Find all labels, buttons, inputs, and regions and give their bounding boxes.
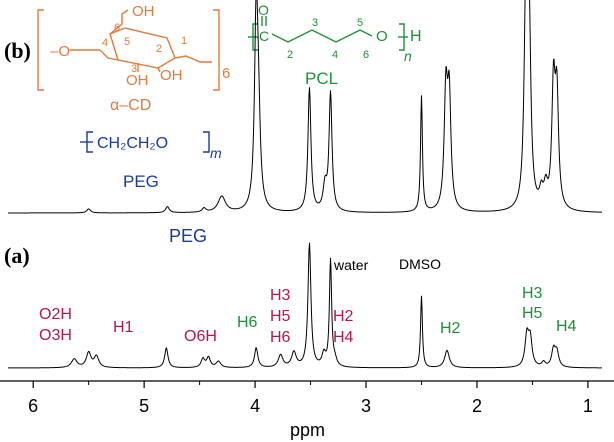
cd-oh-left: OH [126,72,149,89]
pcl-carbonyl-bond [261,16,267,26]
cd-subscript: 6 [222,65,230,82]
cd-atom-5: 5 [124,36,130,48]
spectrum-b-line [8,0,603,214]
annotation-h5-pcl: H5 [522,305,543,322]
annotation-h4-cd: H4 [333,329,354,346]
cd-name: α–CD [110,97,151,114]
panel-label-b: (b) [4,38,31,63]
x-tick-label: 1 [583,396,593,416]
pcl-subscript: n [404,48,412,64]
pcl-atom-6: 6 [363,49,369,61]
peg-structure [80,131,210,153]
cd-atom-1: 1 [181,35,187,47]
annotation-h5-cd: H5 [270,308,291,325]
pcl-carbonyl-o: O [258,2,269,18]
pcl-carbonyl-c: C [259,28,269,44]
cd-c6-bond [109,9,129,35]
cd-left-bracket [37,9,44,91]
panel-label-a: (a) [4,243,30,268]
peg-formula: CH₂CH₂O [97,135,168,152]
x-tick-label: 6 [28,396,38,416]
annotation-h2-cd: H2 [333,308,354,325]
pcl-chain [271,29,373,43]
cd-c1-bond [174,55,212,63]
pcl-chain-o: O [376,28,388,45]
cd-oh2-bond [157,67,161,73]
pcl-text: O C O H n 2 3 4 5 6 PCL [258,2,422,88]
annotation-o6h: O6H [184,328,217,345]
peg-subscript: m [210,145,222,161]
cd-right-bracket [213,9,220,91]
cd-o4-bond [99,49,119,61]
pcl-end-h: H [410,28,422,45]
x-axis-title: ppm [290,420,325,440]
peg-name: PEG [123,172,159,191]
pcl-name: PCL [305,69,338,88]
pcl-atom-4: 4 [332,49,338,61]
cd-ring [109,27,176,69]
annotation-h3-cd: H3 [270,287,291,304]
annotation-o2h: O2H [39,306,72,323]
spectrum-a-line [8,242,603,369]
peak-annotations: PEG water DMSO O2H O3H H1 O6H H6 H3 H5 H… [39,226,577,346]
annotation-h4-pcl: H4 [556,318,577,335]
pcl-atom-2: 2 [287,49,293,61]
annotation-peg: PEG [169,226,207,246]
annotation-h1: H1 [113,319,134,336]
cd-atom-2: 2 [156,43,162,55]
pcl-atom-5: 5 [357,17,363,29]
peg-right-bracket [203,131,210,153]
annotation-o3h: O3H [39,327,72,344]
cd-atom-4: 4 [102,37,108,49]
annotation-water: water [333,257,369,273]
annotation-h2-pcl: H2 [440,320,461,337]
cd-oh-top: OH [132,3,155,20]
annotation-h6-cd: H6 [270,329,291,346]
cd-oh-right: OH [160,67,183,84]
x-tick-label: 3 [361,396,371,416]
x-tick-label: 4 [250,396,260,416]
peg-text: CH₂CH₂O m PEG [97,135,222,191]
cd-atom-6: 6 [114,22,120,34]
alpha-cd-text: OH –O OH OH 6 6 5 4 3 2 1 α–CD [50,3,230,114]
x-tick-label: 5 [139,396,149,416]
pcl-atom-3: 3 [312,17,318,29]
cd-atom-3: 3 [131,63,137,75]
x-axis-ticks: 6 5 4 3 2 1 [28,381,593,416]
annotation-h6-pcl: H6 [237,314,258,331]
annotation-h3-pcl: H3 [522,285,543,302]
x-tick-label: 2 [472,396,482,416]
annotation-dmso: DMSO [399,256,441,272]
cd-o-left: –O [50,43,70,60]
alpha-cd-structure [37,9,220,91]
